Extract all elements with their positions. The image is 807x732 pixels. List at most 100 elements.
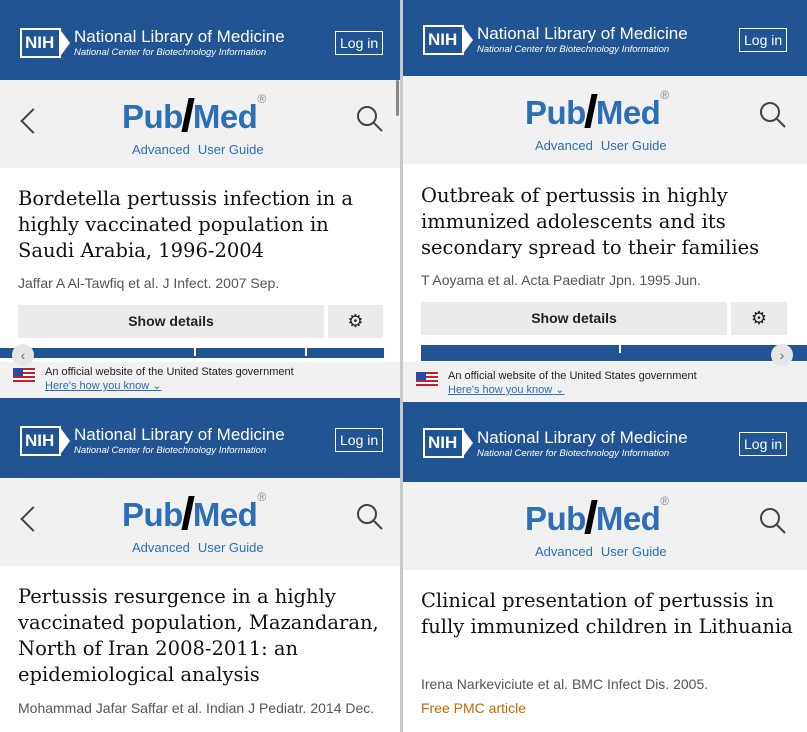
org-subtitle: National Center for Biotechnology Inform… [74, 47, 267, 58]
login-button[interactable]: Log in [739, 432, 788, 456]
nlm-header: NIH National Library of Medicine Nationa… [403, 0, 807, 76]
article-title[interactable]: Pertussis resurgence in a highly vaccina… [18, 585, 379, 686]
gov-banner-left: An official website of the United States… [0, 362, 400, 398]
user-guide-link[interactable]: User Guide [197, 540, 264, 555]
article-citation: Mohammad Jafar Saffar et al. Indian J Pe… [18, 700, 375, 716]
pubmed-logo-pub: Pub [525, 94, 586, 131]
login-button[interactable]: Log in [335, 31, 384, 55]
screenshot-panel-1: NIH National Library of Medicine Nationa… [0, 0, 400, 366]
pubmed-logo-med: Med [192, 98, 258, 135]
pubmed-logo[interactable]: Pub Med® [525, 494, 669, 538]
scrollbar-thumb[interactable] [396, 80, 399, 116]
action-bar-divider [619, 345, 621, 353]
advanced-link[interactable]: Advanced [535, 138, 593, 153]
nih-mark: NIH [20, 28, 61, 58]
gov-banner-link-text: Here's how you know [45, 380, 150, 392]
registered-mark: ® [660, 88, 669, 102]
search-icon[interactable] [758, 506, 788, 536]
org-title: National Library of Medicine [477, 24, 688, 43]
pubmed-links: Advanced User Guide [132, 142, 272, 157]
org-title: National Library of Medicine [477, 428, 688, 447]
org-subtitle: National Center for Biotechnology Inform… [74, 445, 267, 456]
action-bar [0, 348, 384, 358]
search-icon[interactable] [355, 502, 385, 532]
nih-chevron-icon [59, 28, 70, 58]
pubmed-logo[interactable]: Pub Med® [525, 88, 669, 132]
screenshot-panel-2: NIH National Library of Medicine Nationa… [403, 0, 807, 366]
pubmed-logo[interactable]: Pub Med® [122, 92, 266, 136]
pubmed-logo-med: Med [595, 94, 661, 131]
advanced-link[interactable]: Advanced [132, 142, 190, 157]
nlm-header: NIH National Library of Medicine Nationa… [0, 398, 400, 478]
pubmed-links: Advanced User Guide [535, 138, 675, 153]
action-bar-divider [194, 348, 196, 356]
nih-chevron-icon [462, 25, 473, 55]
pubmed-logo-pub: Pub [122, 98, 183, 135]
nlm-header: NIH National Library of Medicine Nationa… [403, 402, 807, 482]
article-citation: T Aoyama et al. Acta Paediatr Jpn. 1995 … [421, 272, 701, 288]
back-chevron-icon[interactable] [20, 108, 46, 134]
user-guide-link[interactable]: User Guide [600, 544, 667, 559]
article-title[interactable]: Clinical presentation of pertussis in fu… [421, 589, 793, 638]
org-subtitle: National Center for Biotechnology Inform… [477, 448, 670, 459]
article-title[interactable]: Outbreak of pertussis in highly immunize… [421, 184, 760, 259]
user-guide-link[interactable]: User Guide [600, 138, 667, 153]
pubmed-logo[interactable]: Pub Med® [122, 490, 266, 534]
gov-banner-text: An official website of the United States… [448, 370, 697, 382]
gov-banner-link[interactable]: Here's how you know ⌄ [45, 379, 162, 392]
pubmed-links: Advanced User Guide [535, 544, 675, 559]
search-icon[interactable] [355, 104, 385, 134]
nih-chevron-icon [462, 428, 473, 458]
gov-banner-text: An official website of the United States… [45, 366, 294, 378]
registered-mark: ® [257, 92, 266, 106]
screenshot-panel-4: NIH National Library of Medicine Nationa… [403, 402, 807, 732]
pubmed-logo-pub: Pub [525, 500, 586, 537]
show-details-button[interactable]: Show details [421, 302, 727, 335]
advanced-link[interactable]: Advanced [535, 544, 593, 559]
nih-mark: NIH [423, 25, 464, 55]
free-pmc-badge[interactable]: Free PMC article [421, 700, 527, 716]
org-title: National Library of Medicine [74, 425, 285, 444]
screenshot-panel-3: NIH National Library of Medicine Nationa… [0, 398, 400, 732]
pubmed-logo-pub: Pub [122, 496, 183, 533]
org-title: National Library of Medicine [74, 27, 285, 46]
chevron-down-icon: ⌄ [555, 384, 565, 396]
pubmed-links: Advanced User Guide [132, 540, 272, 555]
action-bar [421, 345, 807, 361]
nih-mark: NIH [423, 428, 464, 458]
us-flag-icon [416, 372, 438, 386]
article-title[interactable]: Bordetella pertussis infection in a high… [18, 187, 353, 262]
carousel-prev-button[interactable]: ‹ [12, 344, 34, 366]
back-chevron-icon[interactable] [20, 506, 46, 532]
nlm-header: NIH National Library of Medicine Nationa… [0, 0, 400, 80]
pubmed-bar: Pub Med® Advanced User Guide [403, 76, 807, 164]
chevron-down-icon: ⌄ [152, 380, 162, 392]
nih-chevron-icon [59, 426, 70, 456]
pubmed-bar: Pub Med® Advanced User Guide [403, 482, 807, 570]
carousel-next-button[interactable]: › [771, 344, 793, 366]
advanced-link[interactable]: Advanced [132, 540, 190, 555]
user-guide-link[interactable]: User Guide [197, 142, 264, 157]
article-citation: Irena Narkeviciute et al. BMC Infect Dis… [421, 676, 709, 692]
search-icon[interactable] [758, 100, 788, 130]
pubmed-bar: Pub Med® Advanced User Guide [0, 80, 400, 168]
pubmed-logo-med: Med [595, 500, 661, 537]
gov-banner-link-text: Here's how you know [448, 384, 553, 396]
pubmed-bar: Pub Med® Advanced User Guide [0, 478, 400, 566]
login-button[interactable]: Log in [335, 428, 384, 452]
org-subtitle: National Center for Biotechnology Inform… [477, 44, 670, 55]
show-details-button[interactable]: Show details [18, 305, 324, 338]
login-button[interactable]: Log in [739, 28, 788, 52]
pubmed-logo-med: Med [192, 496, 258, 533]
us-flag-icon [13, 368, 35, 382]
gov-banner-link[interactable]: Here's how you know ⌄ [448, 383, 565, 396]
registered-mark: ® [660, 494, 669, 508]
panel-divider [400, 0, 403, 732]
gear-icon[interactable]: ⚙ [731, 302, 787, 335]
article-citation: Jaffar A Al-Tawfiq et al. J Infect. 2007… [18, 275, 280, 291]
nih-mark: NIH [20, 426, 61, 456]
action-bar-divider [305, 348, 307, 356]
gov-banner-right: An official website of the United States… [403, 362, 807, 402]
registered-mark: ® [257, 490, 266, 504]
gear-icon[interactable]: ⚙ [328, 305, 383, 338]
